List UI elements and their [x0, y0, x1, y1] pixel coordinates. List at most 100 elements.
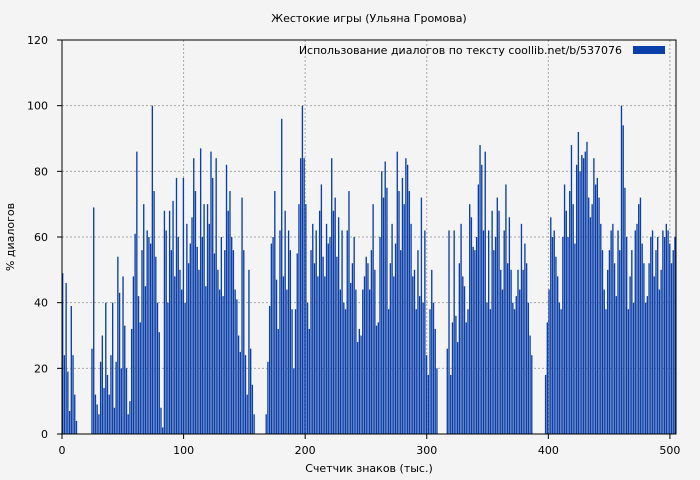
bar — [332, 210, 335, 434]
bar — [353, 237, 355, 434]
bar — [488, 230, 490, 434]
bar — [231, 237, 233, 434]
bar — [201, 237, 204, 434]
bar — [638, 204, 640, 434]
bar — [217, 269, 219, 434]
bar — [329, 237, 331, 434]
bar — [469, 204, 471, 434]
bar — [293, 368, 295, 434]
bar — [268, 305, 271, 434]
bar — [208, 223, 210, 434]
bar — [386, 187, 388, 434]
bar — [432, 302, 435, 434]
bar — [215, 158, 217, 434]
bar — [306, 302, 309, 434]
bar — [467, 309, 469, 434]
chart-title: Жестокие игры (Ульяна Громова) — [271, 12, 466, 25]
bar — [227, 210, 229, 434]
bar — [251, 384, 254, 434]
bar — [99, 361, 102, 434]
bar — [662, 230, 664, 434]
bar — [524, 243, 526, 434]
bar — [658, 289, 661, 434]
bar — [96, 404, 98, 434]
bar — [365, 256, 367, 434]
bar — [579, 171, 581, 435]
bar — [149, 243, 152, 434]
bar — [272, 237, 274, 434]
bar — [143, 204, 145, 434]
bar — [582, 158, 585, 434]
bar — [175, 177, 178, 434]
bar — [650, 237, 652, 434]
bar — [327, 243, 329, 434]
bar — [167, 302, 169, 434]
bar — [322, 256, 324, 434]
bar — [63, 355, 66, 434]
bar — [93, 207, 95, 434]
bar — [631, 250, 633, 434]
bar — [67, 371, 69, 434]
bar — [127, 414, 129, 434]
bar — [506, 263, 509, 434]
bar — [218, 289, 221, 434]
bar — [581, 154, 583, 434]
bar — [206, 204, 209, 434]
bar — [513, 309, 516, 434]
bar — [653, 276, 655, 434]
bar — [308, 328, 310, 434]
bar — [153, 191, 155, 434]
bar — [369, 289, 371, 434]
bar — [501, 289, 504, 434]
bar — [224, 250, 226, 434]
bar — [515, 296, 517, 434]
bar — [607, 269, 609, 434]
bar — [627, 309, 630, 434]
bar — [634, 230, 636, 434]
bar — [463, 286, 466, 434]
bar — [584, 151, 586, 434]
bar — [393, 276, 395, 434]
bar — [562, 237, 564, 434]
bar — [489, 309, 492, 434]
bar — [234, 289, 236, 434]
bar — [343, 302, 345, 434]
bar — [410, 223, 412, 434]
bar — [493, 250, 495, 434]
legend-swatch — [633, 46, 665, 54]
bar — [210, 151, 212, 434]
bar — [312, 223, 314, 434]
bar — [284, 210, 286, 434]
bar — [148, 237, 150, 434]
bar — [669, 243, 671, 434]
bar — [160, 407, 162, 434]
bar — [341, 230, 343, 434]
bar — [270, 243, 273, 434]
bar — [632, 302, 635, 434]
bar — [337, 217, 340, 434]
y-tick-label: 80 — [34, 165, 48, 178]
bar — [156, 302, 159, 434]
bar — [303, 158, 305, 434]
bar — [94, 394, 97, 434]
bar — [351, 263, 354, 434]
bar — [253, 414, 255, 434]
bar — [567, 237, 569, 434]
bar — [505, 184, 507, 434]
bar — [70, 305, 72, 434]
bar — [174, 276, 176, 434]
bar — [196, 246, 198, 434]
bar — [570, 145, 573, 435]
bar — [646, 296, 649, 434]
bar — [601, 250, 604, 434]
bar — [191, 217, 193, 434]
bar — [310, 250, 312, 434]
bar — [379, 237, 381, 434]
bar — [117, 256, 119, 434]
bars — [62, 105, 676, 435]
bar — [334, 197, 336, 434]
bar — [517, 269, 519, 434]
bar — [577, 131, 580, 434]
bar — [520, 223, 523, 434]
bar — [422, 302, 424, 434]
